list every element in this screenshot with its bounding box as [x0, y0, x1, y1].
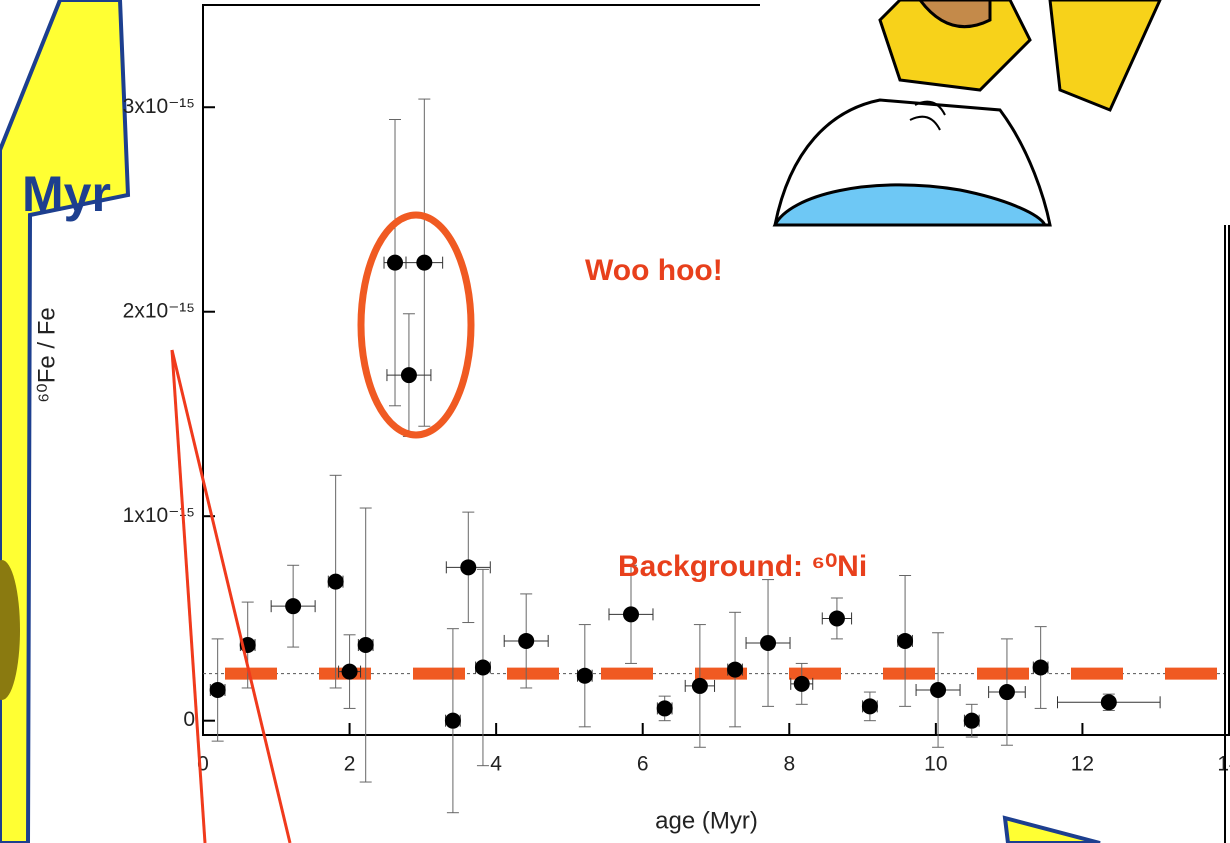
page: Myr 01x10⁻¹⁵2x10⁻¹⁵3x10⁻¹⁵02468101214age…	[0, 0, 1230, 843]
data-point	[999, 684, 1015, 700]
data-point	[623, 606, 639, 622]
data-point	[577, 668, 593, 684]
x-tick-label: 12	[1071, 753, 1094, 776]
data-point	[285, 598, 301, 614]
data-point	[829, 610, 845, 626]
annotation: Woo hoo!	[585, 254, 723, 287]
data-point	[727, 662, 743, 678]
data-point	[328, 574, 344, 590]
data-point	[692, 678, 708, 694]
x-tick-label: 10	[924, 753, 947, 776]
slide: Myr 01x10⁻¹⁵2x10⁻¹⁵3x10⁻¹⁵02468101214age…	[0, 0, 1230, 843]
arrow-text: Myr	[22, 166, 111, 222]
data-point	[358, 637, 374, 653]
data-point	[342, 664, 358, 680]
highlight-ellipse	[361, 215, 471, 435]
x-tick-label: 2	[344, 753, 356, 776]
data-point	[518, 633, 534, 649]
data-point	[210, 682, 226, 698]
yellow-arrow	[0, 0, 128, 843]
data-point	[760, 635, 776, 651]
data-point	[657, 700, 673, 716]
x-tick-label: 8	[783, 753, 795, 776]
data-point	[964, 713, 980, 729]
data-point	[794, 676, 810, 692]
data-point	[897, 633, 913, 649]
data-point	[416, 255, 432, 271]
y-tick-label: 3x10⁻¹⁵	[123, 95, 195, 118]
data-point	[401, 367, 417, 383]
y-tick-label: 2x10⁻¹⁵	[123, 299, 195, 322]
data-point	[475, 660, 491, 676]
data-point	[460, 559, 476, 575]
data-point	[1033, 660, 1049, 676]
data-point	[445, 713, 461, 729]
x-tick-label: 14	[1217, 753, 1230, 776]
data-point	[862, 698, 878, 714]
data-point	[930, 682, 946, 698]
data-point	[387, 255, 403, 271]
y-axis-label: ⁶⁰Fe / Fe	[33, 307, 60, 403]
yellow-arrow-bottom	[1005, 818, 1100, 843]
x-tick-label: 4	[490, 753, 502, 776]
data-point	[1101, 694, 1117, 710]
x-axis-label: age (Myr)	[655, 807, 758, 834]
x-tick-label: 6	[637, 753, 649, 776]
annotation: Background: ⁶⁰Ni	[618, 550, 867, 583]
y-tick-label: 0	[183, 708, 195, 731]
cartoon	[760, 0, 1230, 843]
